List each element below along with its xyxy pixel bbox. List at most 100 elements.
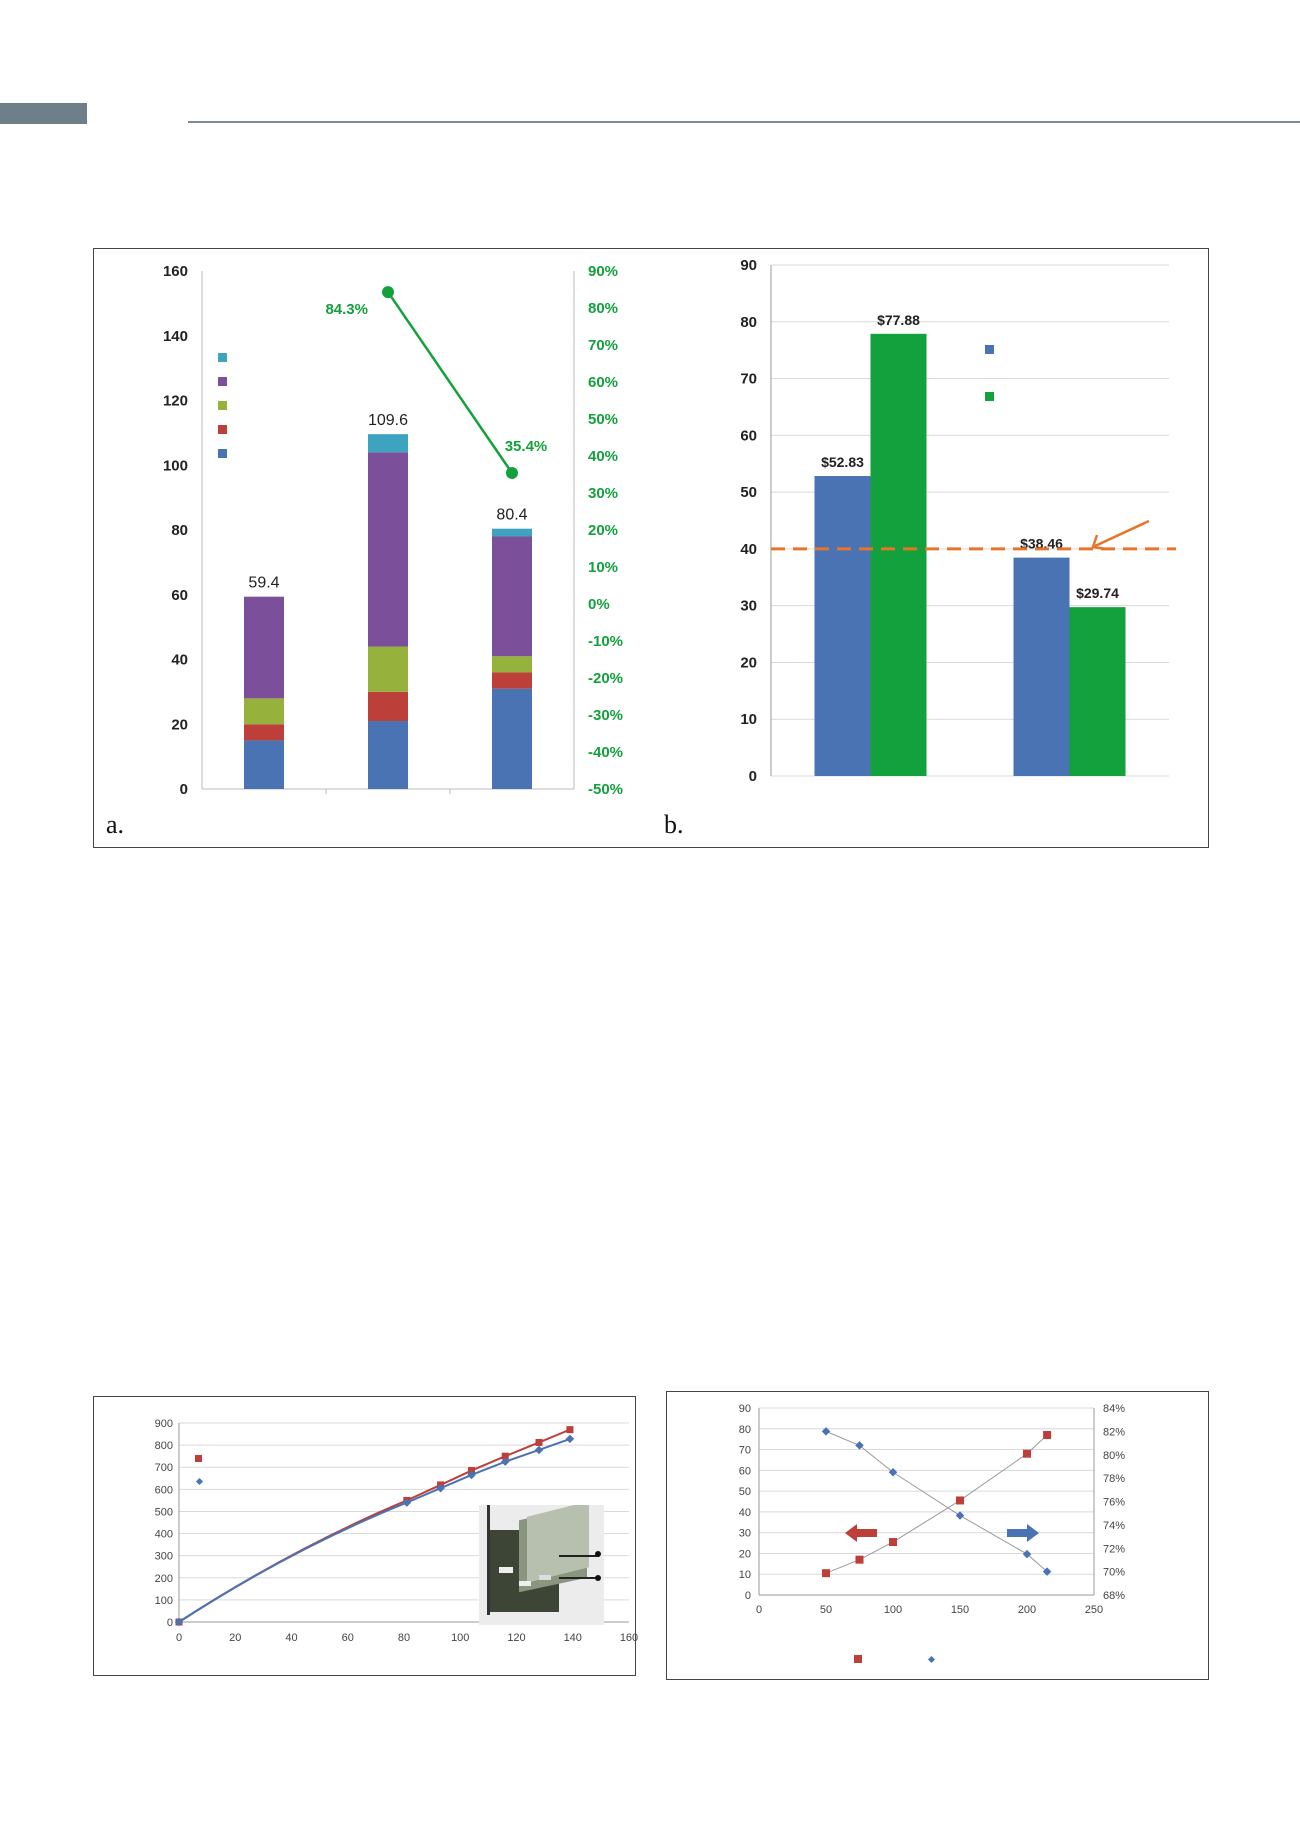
legend-c-swatch (195, 1477, 204, 1486)
legend-d-swatch (927, 1655, 936, 1664)
axis-b-y-tick-label: 70 (740, 371, 757, 388)
axis-d-y-tick-label: 20 (739, 1548, 751, 1560)
axis-d-y-tick-label: 0 (745, 1590, 751, 1602)
bar-b-value-label: $29.74 (1076, 585, 1119, 601)
axis-b-y-tick-label: 90 (740, 257, 757, 274)
axis-d-y-tick-label: 50 (739, 1486, 751, 1498)
axis-a-y2-tick-label: 70% (588, 337, 618, 354)
bar-a-total-label: 59.4 (248, 575, 279, 592)
scatter-d-point (1043, 1431, 1052, 1440)
axis-a-y2-tick-label: 30% (588, 485, 618, 502)
scatter-d-point (1023, 1449, 1031, 1458)
bar-a-segment (244, 740, 284, 789)
axis-d-y2-tick-label: 82% (1103, 1426, 1125, 1438)
bar-a-segment (492, 688, 532, 789)
bar-b-value-label: $38.46 (1020, 536, 1063, 552)
axis-a-y-tick-label: 60 (171, 587, 188, 604)
legend-a-swatch (218, 425, 227, 434)
axis-d-x-tick-label: 0 (756, 1604, 762, 1616)
line-c-point (467, 1470, 476, 1480)
bar-a-segment (492, 656, 532, 673)
axis-d-y-tick-label: 70 (739, 1445, 751, 1457)
axis-c-x-tick-label: 100 (451, 1632, 469, 1644)
header-tab (0, 103, 87, 124)
axis-a-y2-tick-label: 40% (588, 448, 618, 465)
chart-b: 0 10 20 30 40 50 60 70 80 90 $52.83 $77.88 $38.46 $29… (664, 257, 1176, 839)
bar-a-segment (244, 596, 284, 699)
axis-c-x-tick-label: 140 (564, 1632, 582, 1644)
bar-a-segment (244, 698, 284, 725)
header-rule (188, 121, 1300, 123)
axis-c-y-tick-label: 600 (155, 1484, 173, 1496)
line-c-point (535, 1438, 543, 1446)
axis-a-y2-tick-label: -30% (588, 707, 623, 724)
scatter-d-trend (825, 1430, 1048, 1573)
axis-a-y2-tick-label: 10% (588, 559, 618, 576)
chart-a: 0 20 40 60 80 100 120 140 160 -50% -40% -30% -20% -10… (106, 263, 623, 839)
axis-a-y2-tick-label: -40% (588, 744, 623, 761)
axis-a-y2-tick-label: -20% (588, 670, 623, 687)
axis-a-y2-tick-label: -10% (588, 633, 623, 650)
scatter-d-point (889, 1538, 897, 1547)
axis-c-x-tick-label: 20 (229, 1632, 241, 1644)
axis-a-y-tick-label: 120 (163, 393, 188, 410)
bar-a-segment (368, 646, 408, 692)
bar-a-segment (368, 452, 408, 647)
axis-b-y-tick-label: 60 (740, 427, 757, 444)
axis-b-y-tick-label: 20 (740, 654, 757, 671)
scatter-d-point (956, 1496, 964, 1505)
axis-d-y2-tick-label: 76% (1103, 1497, 1125, 1509)
line-a-point (382, 286, 394, 299)
bar-a-segment (368, 721, 408, 789)
figure-panel-ab: 0 20 40 60 80 100 120 140 160 -50% -40% -30% -20% -10… (93, 248, 1209, 848)
line-c-point (565, 1434, 575, 1444)
axis-d-y-tick-label: 30 (739, 1528, 751, 1540)
axis-d-y2-tick-label: 84% (1103, 1403, 1125, 1415)
panel-label-a: a. (106, 810, 124, 839)
axis-c-y-tick-label: 700 (155, 1462, 173, 1474)
axis-a-y2-tick-label: 50% (588, 411, 618, 428)
chart-c: 0 100 200 300 400 500 600 700 800 900 0 20 40 60 80 100… (155, 1418, 639, 1644)
panel-label-b: b. (664, 810, 684, 839)
axis-d-x-tick-label: 200 (1018, 1604, 1036, 1616)
line-c-point (566, 1426, 574, 1434)
arrow-left-icon (845, 1524, 877, 1542)
line-a-point (506, 467, 518, 480)
bar-a-segment (244, 724, 284, 741)
legend-a-swatch (218, 353, 227, 362)
legend-a-swatch (218, 401, 227, 410)
axis-c-x-tick-label: 80 (398, 1632, 410, 1644)
axis-a-y2-tick-label: 80% (588, 300, 618, 317)
axis-d-x-tick-label: 150 (951, 1604, 969, 1616)
axis-d-y-tick-label: 60 (739, 1465, 751, 1477)
axis-d-x-tick-label: 250 (1085, 1604, 1103, 1616)
line-c-point (468, 1467, 475, 1475)
arrow-right-icon (1007, 1524, 1039, 1542)
axis-c-y-tick-label: 400 (155, 1529, 173, 1541)
axis-d-y2-tick-label: 72% (1103, 1543, 1125, 1555)
axis-d-y-tick-label: 40 (739, 1507, 751, 1519)
axis-c-y-tick-label: 900 (155, 1418, 173, 1430)
scatter-d-trend (825, 1434, 1048, 1574)
axis-a-y2-tick-label: 0% (588, 596, 610, 613)
axis-a-y-tick-label: 40 (171, 652, 188, 669)
bar-a-segment (368, 691, 408, 722)
axis-b-y-tick-label: 40 (740, 541, 757, 558)
axis-a-y2-tick-label: 90% (588, 263, 618, 280)
axis-a-y-tick-label: 80 (171, 522, 188, 539)
axis-d-y2-tick-label: 70% (1103, 1567, 1125, 1579)
axis-a-y2-tick-label: 60% (588, 374, 618, 391)
axis-c-y-tick-label: 800 (155, 1440, 173, 1452)
bar-b (870, 333, 927, 776)
bar-a-total-label: 80.4 (496, 507, 527, 524)
axis-a-y-tick-label: 20 (171, 716, 188, 733)
line-c-point (534, 1445, 544, 1455)
axis-a-y-tick-label: 100 (163, 457, 188, 474)
axis-d-y2-tick-label: 80% (1103, 1450, 1125, 1462)
axis-c-y-tick-label: 500 (155, 1506, 173, 1518)
axis-a-y2-tick-label: -50% (588, 781, 623, 798)
bar-b-value-label: $52.83 (821, 454, 864, 470)
bar-a-total-label: 109.6 (368, 412, 408, 429)
axis-d-y2-tick-label: 68% (1103, 1590, 1125, 1602)
scatter-d-point (955, 1511, 965, 1520)
